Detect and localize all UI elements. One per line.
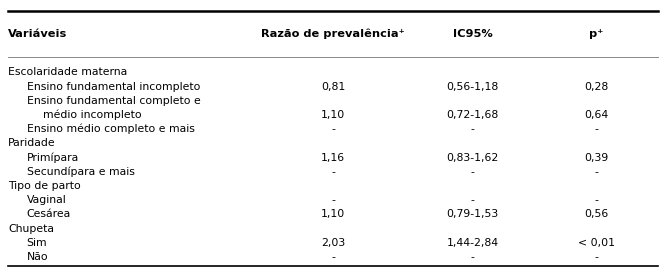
Text: 0,72-1,68: 0,72-1,68 — [447, 110, 499, 120]
Text: Variáveis: Variáveis — [8, 29, 67, 39]
Text: -: - — [594, 195, 598, 205]
Text: -: - — [471, 252, 475, 262]
Text: -: - — [594, 124, 598, 134]
Text: IC95%: IC95% — [453, 29, 493, 39]
Text: 1,10: 1,10 — [321, 110, 345, 120]
Text: 0,79-1,53: 0,79-1,53 — [447, 209, 499, 219]
Text: 0,39: 0,39 — [584, 153, 608, 162]
Text: Ensino fundamental completo e: Ensino fundamental completo e — [27, 96, 200, 106]
Text: 0,83-1,62: 0,83-1,62 — [447, 153, 499, 162]
Text: médio incompleto: médio incompleto — [43, 110, 141, 120]
Text: Vaginal: Vaginal — [27, 195, 67, 205]
Text: 1,44-2,84: 1,44-2,84 — [447, 238, 499, 248]
Text: -: - — [331, 167, 335, 177]
Text: -: - — [594, 252, 598, 262]
Text: Ensino médio completo e mais: Ensino médio completo e mais — [27, 124, 194, 134]
Text: 1,16: 1,16 — [321, 153, 345, 162]
Text: 0,64: 0,64 — [584, 110, 608, 120]
Text: -: - — [331, 124, 335, 134]
Text: Chupeta: Chupeta — [8, 224, 54, 233]
Text: Razão de prevalência⁺: Razão de prevalência⁺ — [261, 29, 405, 39]
Text: -: - — [471, 167, 475, 177]
Text: Ensino fundamental incompleto: Ensino fundamental incompleto — [27, 82, 200, 91]
Text: -: - — [331, 252, 335, 262]
Text: < 0,01: < 0,01 — [577, 238, 615, 248]
Text: Tipo de parto: Tipo de parto — [8, 181, 81, 191]
Text: 2,03: 2,03 — [321, 238, 345, 248]
Text: Sim: Sim — [27, 238, 47, 248]
Text: 1,10: 1,10 — [321, 209, 345, 219]
Text: Escolaridade materna: Escolaridade materna — [8, 67, 127, 77]
Text: Cesárea: Cesárea — [27, 209, 71, 219]
Text: -: - — [471, 124, 475, 134]
Text: Não: Não — [27, 252, 48, 262]
Text: -: - — [471, 195, 475, 205]
Text: Secundípara e mais: Secundípara e mais — [27, 167, 135, 177]
Text: -: - — [331, 195, 335, 205]
Text: 0,28: 0,28 — [584, 82, 608, 91]
Text: p⁺: p⁺ — [589, 29, 603, 39]
Text: Primípara: Primípara — [27, 152, 79, 163]
Text: -: - — [594, 167, 598, 177]
Text: 0,56: 0,56 — [584, 209, 608, 219]
Text: Paridade: Paridade — [8, 138, 56, 148]
Text: 0,81: 0,81 — [321, 82, 345, 91]
Text: 0,56-1,18: 0,56-1,18 — [447, 82, 499, 91]
